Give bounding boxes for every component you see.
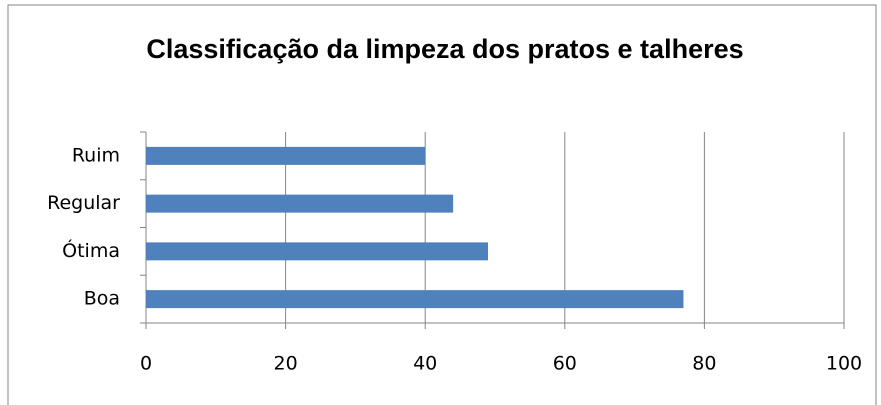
- y-tick-label: Boa: [84, 288, 120, 310]
- y-tick-label: Regular: [47, 192, 120, 214]
- x-tick-label: 0: [140, 353, 152, 375]
- x-tick-label: 100: [826, 353, 862, 375]
- chart-title: Classificação da limpeza dos pratos e ta…: [146, 34, 744, 64]
- bar: [146, 290, 684, 309]
- chart-border: [7, 4, 877, 405]
- y-tick-label: Ótima: [62, 238, 120, 262]
- bar: [146, 194, 454, 213]
- y-tick-label: Ruim: [72, 144, 120, 166]
- x-tick-label: 60: [553, 353, 577, 375]
- x-tick-label: 80: [692, 353, 716, 375]
- x-tick-label: 40: [413, 353, 437, 375]
- x-tick-label: 20: [274, 353, 298, 375]
- bar: [146, 146, 426, 165]
- bar: [146, 242, 489, 261]
